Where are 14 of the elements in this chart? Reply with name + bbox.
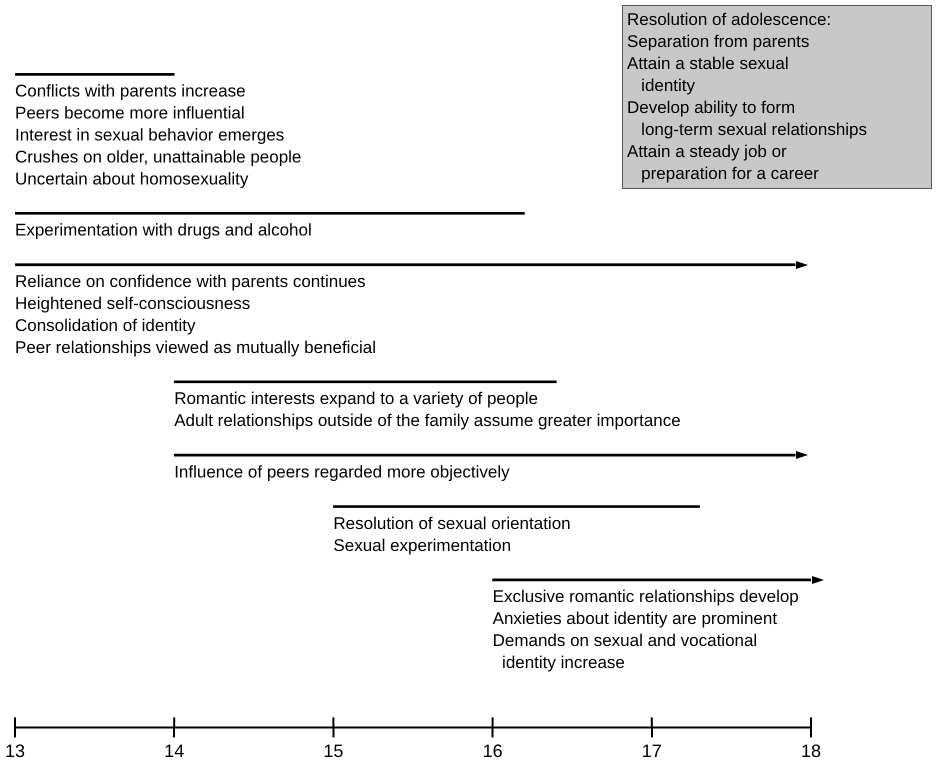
- annotation: Influence of peers regarded more objectively: [174, 462, 510, 482]
- x-tick-label: 14: [164, 741, 184, 762]
- annotation: Exclusive romantic relationships develop Anxieties about identity are prominent Demands on sexual and vocational identity increase: [492, 587, 799, 672]
- annotation: Reliance on confidence with parents continues Heightened self-consciousness Consolidation of identity Peer relationships viewed as mutually beneficial: [15, 272, 376, 357]
- annotation: Experimentation with drugs and alcohol: [15, 220, 312, 240]
- x-tick-label: 17: [642, 741, 662, 762]
- note-box: Resolution of adolescence: Separation from parents Attain a stable sexual identity Develop ability to form long-term sexual relationships Attain a steady job or preparation for a career: [622, 5, 932, 189]
- x-tick-label: 15: [323, 741, 344, 762]
- x-tick-label: 16: [482, 741, 503, 762]
- x-tick-label: 13: [4, 741, 26, 762]
- annotation: Conflicts with parents increase Peers become more influential Interest in sexual behavior emerges Crushes on older, unattainable people Uncertain about homosexuality: [15, 82, 302, 189]
- x-tick-label: 18: [800, 741, 822, 762]
- annotation: Resolution of sexual orientation Sexual experimentation: [333, 514, 571, 555]
- annotation: Romantic interests expand to a variety of people Adult relationships outside of the family assume greater importance: [174, 389, 681, 430]
